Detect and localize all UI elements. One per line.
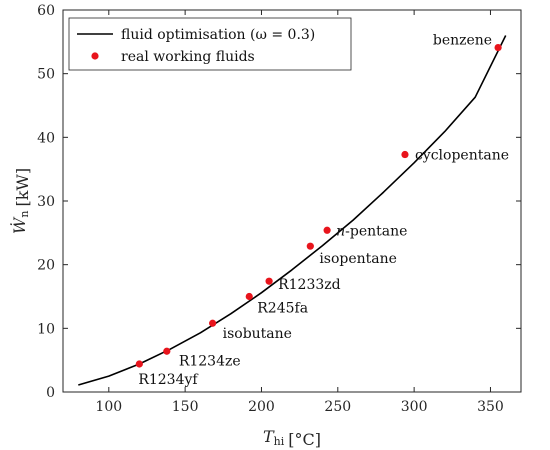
y-tick-label: 60 [37, 3, 55, 19]
fluid-label: cyclopentane [415, 148, 509, 164]
fluid-point [209, 319, 217, 327]
legend-points-label: real working fluids [121, 49, 255, 65]
fluid-point [135, 360, 143, 368]
fluid-point [401, 150, 409, 159]
y-axis-label-subscript: n [18, 211, 31, 218]
legend-line-label: fluid optimisation (ω = 0.3) [121, 27, 315, 43]
y-axis-label-symbol: Ẇ [9, 216, 29, 234]
fluid-label: isopentane [319, 251, 397, 267]
x-tick-label: 350 [477, 399, 504, 415]
x-axis-label: Thi [°C] [263, 427, 321, 449]
x-axis-label-unit: [°C] [288, 430, 321, 449]
fluid-label: R1234ze [179, 353, 241, 369]
fluid-point [494, 43, 502, 52]
x-tick-label: 250 [324, 399, 351, 415]
y-axis-label: Ẇn [kW] [9, 168, 32, 234]
fluid-label: isobutane [223, 326, 292, 342]
x-tick-label: 150 [172, 399, 199, 415]
legend: fluid optimisation (ω = 0.3) real workin… [68, 17, 352, 71]
y-tick-label: 0 [46, 385, 55, 401]
fluid-label: R1234yf [138, 372, 199, 388]
fluid-label: benzene [433, 33, 492, 49]
x-tick-label: 100 [95, 399, 122, 415]
optimisation-curve [78, 35, 507, 386]
x-tick-label: 200 [248, 399, 275, 415]
fluid-label: R245fa [257, 301, 308, 317]
fluid-label: n-pentane [336, 223, 407, 239]
fluid-point [163, 347, 171, 355]
y-tick-label: 40 [37, 130, 55, 146]
x-axis-label-subscript: hi [274, 435, 285, 448]
y-tick-label: 50 [37, 67, 55, 83]
y-tick-label: 10 [37, 321, 55, 337]
y-axis-label-unit: [kW] [13, 168, 32, 207]
legend-box [68, 17, 352, 71]
fluid-point [323, 226, 331, 234]
y-tick-label: 30 [37, 194, 55, 210]
x-axis-label-symbol: T [263, 427, 275, 446]
fluid-point [245, 292, 253, 301]
legend-point-swatch [91, 52, 99, 60]
x-tick-label: 300 [401, 399, 428, 415]
fluid-point [306, 242, 314, 250]
fluid-point [265, 277, 273, 285]
fluid-label: R1233zd [278, 277, 341, 293]
plot-area: R1234yf R1234ze isobutane R245fa R1233zd isop… [78, 33, 509, 388]
y-tick-label: 20 [37, 258, 55, 274]
axis-ticks: 100 150 200 250 300 350 0 10 20 30 40 50 60 [37, 3, 521, 415]
